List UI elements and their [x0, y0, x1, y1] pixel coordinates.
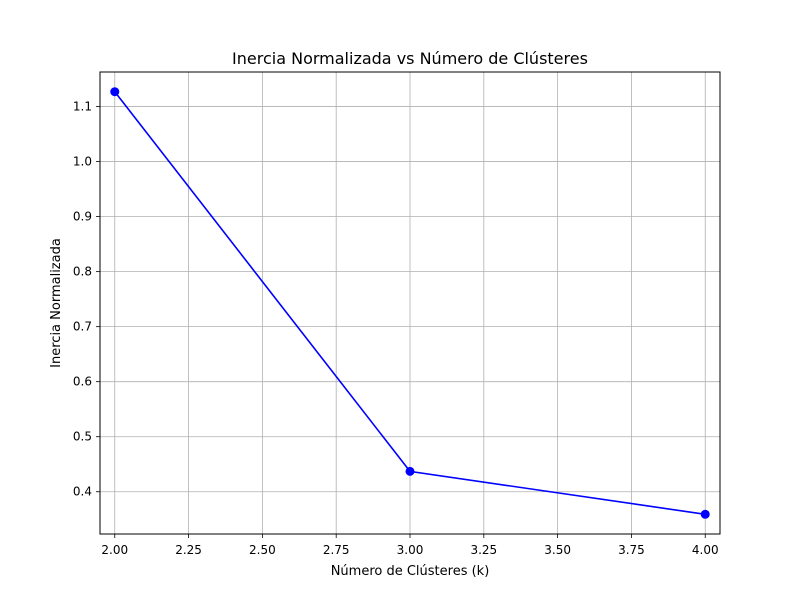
y-tick-label: 0.8 [73, 265, 92, 279]
x-tick-label: 2.00 [101, 543, 128, 557]
ticks: 2.00 2.25 2.50 2.75 3.00 3.25 3.50 3.75 4.00 0.4 0… [73, 100, 719, 557]
data-point [700, 509, 710, 519]
y-tick-label: 0.5 [73, 430, 92, 444]
x-tick-label: 2.25 [175, 543, 202, 557]
chart-title: Inercia Normalizada vs Número de Clúster… [232, 49, 588, 68]
x-tick-label: 2.50 [249, 543, 276, 557]
y-tick-label: 0.7 [73, 320, 92, 334]
x-tick-label: 4.00 [692, 543, 719, 557]
y-tick-label: 0.4 [73, 485, 92, 499]
x-tick-label: 3.50 [544, 543, 571, 557]
data-point [405, 466, 415, 476]
y-tick-label: 0.9 [73, 210, 92, 224]
y-tick-label: 1.0 [73, 155, 92, 169]
data-point [110, 87, 120, 97]
x-tick-label: 3.25 [470, 543, 497, 557]
x-tick-label: 3.00 [397, 543, 424, 557]
x-tick-label: 3.75 [618, 543, 645, 557]
series-layer [110, 87, 710, 519]
grid [100, 72, 720, 534]
y-tick-label: 0.6 [73, 375, 92, 389]
y-tick-label: 1.1 [73, 100, 92, 114]
x-tick-label: 2.75 [323, 543, 350, 557]
y-axis-label: Inercia Normalizada [49, 238, 64, 368]
x-axis-label: Número de Clústeres (k) [331, 564, 490, 579]
